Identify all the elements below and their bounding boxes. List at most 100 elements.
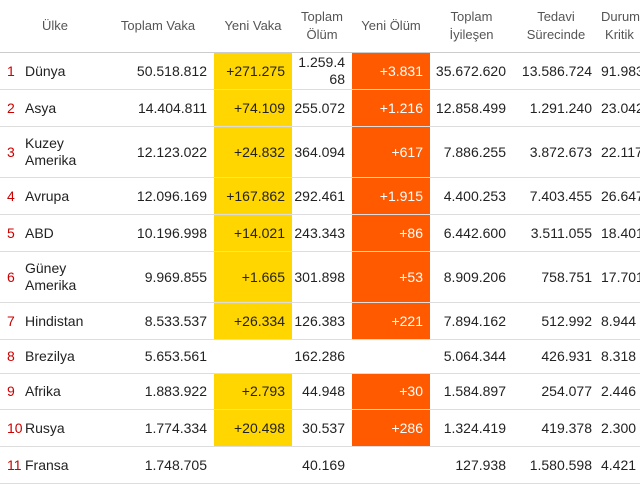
cell-total-cases: 14.404.811: [102, 89, 214, 127]
cell-total-recovered: 1.584.897: [430, 373, 513, 410]
cell-active: 3.872.673: [513, 126, 599, 178]
cell-total-deaths: 40.169: [292, 446, 352, 484]
cell-active: 512.992: [513, 302, 599, 340]
cell-country: Güney Amerika: [22, 251, 102, 303]
cell-active: 426.931: [513, 339, 599, 374]
table-row[interactable]: 8 Brezilya 5.653.561 162.286 5.064.344 426.93…: [0, 339, 640, 374]
cell-total-cases: 12.123.022: [102, 126, 214, 178]
header-total-recovered[interactable]: Toplam İyileşen: [430, 0, 513, 53]
table-row[interactable]: 6 Güney Amerika 9.969.855 +1.665 301.898 +53 8…: [0, 251, 640, 303]
cell-total-recovered: 8.909.206: [430, 251, 513, 303]
cell-new-cases: +74.109: [214, 89, 292, 127]
cell-total-cases: 1.774.334: [102, 409, 214, 447]
cell-active: 1.291.240: [513, 89, 599, 127]
cell-active: 1.580.598: [513, 446, 599, 484]
cell-new-deaths: [352, 446, 430, 484]
cell-total-recovered: 35.672.620: [430, 52, 513, 90]
cell-critical: 23.042: [599, 89, 640, 127]
cell-country: Fransa: [22, 446, 102, 484]
header-total-deaths[interactable]: Toplam Ölüm: [292, 0, 352, 53]
cell-total-deaths: 243.343: [292, 214, 352, 252]
cell-critical: 26.647: [599, 177, 640, 215]
cell-rank: 8: [0, 339, 22, 374]
table-row[interactable]: 10 Rusya 1.774.334 +20.498 30.537 +286 1.324.4…: [0, 409, 640, 447]
cell-new-deaths: +53: [352, 251, 430, 303]
cell-new-cases: +271.275: [214, 52, 292, 90]
cell-critical: 17.701: [599, 251, 640, 303]
cell-rank: 11: [0, 446, 22, 484]
table-row[interactable]: 2 Asya 14.404.811 +74.109 255.072 +1.216 12.85…: [0, 89, 640, 127]
cell-new-cases: +26.334: [214, 302, 292, 340]
cell-new-cases: +20.498: [214, 409, 292, 447]
cell-total-deaths: 301.898: [292, 251, 352, 303]
cell-country: Rusya: [22, 409, 102, 447]
cell-new-deaths: +1.216: [352, 89, 430, 127]
table-row[interactable]: 9 Afrika 1.883.922 +2.793 44.948 +30 1.584.897…: [0, 373, 640, 410]
covid-stats-table: Ülke Toplam Vaka Yeni Vaka Toplam Ölüm Y…: [0, 0, 640, 484]
cell-new-deaths: +1.915: [352, 177, 430, 215]
cell-total-recovered: 12.858.499: [430, 89, 513, 127]
cell-total-recovered: 7.886.255: [430, 126, 513, 178]
cell-total-deaths: 44.948: [292, 373, 352, 410]
cell-total-cases: 1.748.705: [102, 446, 214, 484]
cell-new-deaths: +86: [352, 214, 430, 252]
cell-rank: 10: [0, 409, 23, 447]
cell-country: Hindistan: [22, 302, 102, 340]
cell-total-deaths: 1.259.468: [292, 52, 352, 90]
table-row[interactable]: 11 Fransa 1.748.705 40.169 127.938 1.580.598 4…: [0, 446, 640, 484]
cell-new-deaths: +221: [352, 302, 430, 340]
cell-total-recovered: 6.442.600: [430, 214, 513, 252]
cell-rank: 4: [0, 177, 22, 215]
cell-total-deaths: 126.383: [292, 302, 352, 340]
cell-new-cases: +14.021: [214, 214, 292, 252]
cell-total-recovered: 1.324.419: [430, 409, 513, 447]
header-active[interactable]: Tedavi Sürecinde: [513, 0, 599, 53]
table-row[interactable]: 3 Kuzey Amerika 12.123.022 +24.832 364.094 +6…: [0, 126, 640, 178]
cell-rank: 1: [0, 52, 22, 90]
cell-new-deaths: +617: [352, 126, 430, 178]
cell-total-cases: 8.533.537: [102, 302, 214, 340]
header-critical[interactable]: Durumu Kritik: [599, 0, 640, 53]
cell-critical: 8.944: [599, 302, 640, 340]
cell-country: Dünya: [22, 52, 102, 90]
table-row[interactable]: 4 Avrupa 12.096.169 +167.862 292.461 +1.915 4.…: [0, 177, 640, 215]
cell-new-deaths: +30: [352, 373, 430, 410]
cell-new-cases: [214, 446, 292, 484]
cell-new-cases: +2.793: [214, 373, 292, 410]
cell-active: 3.511.055: [513, 214, 599, 252]
header-country[interactable]: Ülke: [22, 0, 102, 53]
cell-rank: 7: [0, 302, 22, 340]
cell-critical: 18.401: [599, 214, 640, 252]
cell-country: Asya: [22, 89, 102, 127]
cell-critical: 2.300: [599, 409, 640, 447]
cell-total-cases: 1.883.922: [102, 373, 214, 410]
cell-critical: 4.421: [599, 446, 640, 484]
cell-critical: 2.446: [599, 373, 640, 410]
header-rank: [0, 0, 22, 53]
cell-total-recovered: 7.894.162: [430, 302, 513, 340]
header-new-cases[interactable]: Yeni Vaka: [214, 0, 292, 53]
cell-rank: 2: [0, 89, 22, 127]
table-row[interactable]: 5 ABD 10.196.998 +14.021 243.343 +86 6.442.600…: [0, 214, 640, 252]
cell-country: Kuzey Amerika: [22, 126, 102, 178]
table-row[interactable]: 7 Hindistan 8.533.537 +26.334 126.383 +221 7.8…: [0, 302, 640, 340]
cell-rank: 3: [0, 126, 22, 178]
cell-rank: 5: [0, 214, 22, 252]
cell-active: 13.586.724: [513, 52, 599, 90]
cell-active: 7.403.455: [513, 177, 599, 215]
cell-new-cases: +1.665: [214, 251, 292, 303]
cell-total-cases: 12.096.169: [102, 177, 214, 215]
cell-critical: 8.318: [599, 339, 640, 374]
cell-country: Afrika: [22, 373, 102, 410]
cell-total-cases: 50.518.812: [102, 52, 214, 90]
cell-new-cases: +24.832: [214, 126, 292, 178]
header-total-cases[interactable]: Toplam Vaka: [102, 0, 214, 53]
cell-new-deaths: +286: [352, 409, 430, 447]
cell-total-cases: 5.653.561: [102, 339, 214, 374]
table-row[interactable]: 1 Dünya 50.518.812 +271.275 1.259.468 +3.831 3…: [0, 52, 640, 90]
cell-critical: 91.983: [599, 52, 640, 90]
header-new-deaths[interactable]: Yeni Ölüm: [352, 0, 430, 53]
cell-critical: 22.117: [599, 126, 640, 178]
cell-total-deaths: 30.537: [292, 409, 352, 447]
table-body: 1 Dünya 50.518.812 +271.275 1.259.468 +3.831 3…: [0, 52, 640, 484]
